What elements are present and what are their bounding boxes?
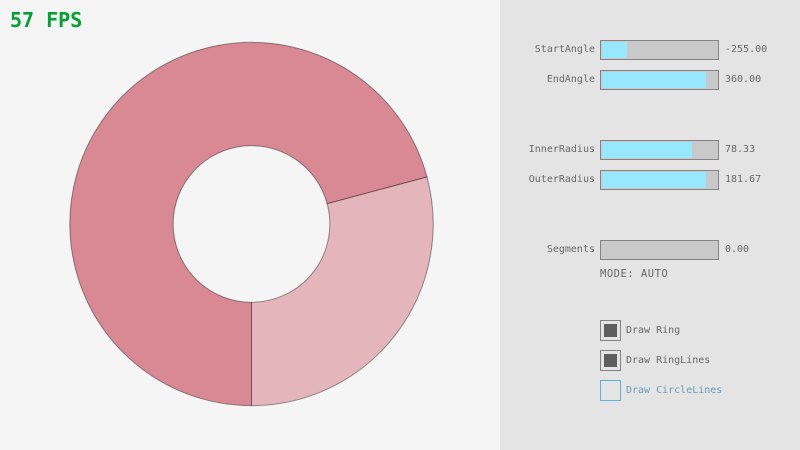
slider-value-endangle: 360.00 [725,74,762,85]
slider-startangle[interactable] [600,40,719,60]
fps-counter: 57 FPS [10,8,83,32]
slider-label-innerradius: InnerRadius [528,144,595,155]
ring-sector-single [251,176,434,407]
draw-circlelines-checkbox[interactable] [600,380,621,401]
slider-value-innerradius: 78.33 [725,144,756,155]
slider-label-endangle: EndAngle [546,74,595,85]
slider-value-segments: 0.00 [725,244,750,255]
draw-circlelines-label: Draw CircleLines [626,385,723,396]
slider-value-outerradius: 181.67 [725,174,762,185]
slider-value-startangle: -255.00 [725,44,768,55]
checkbox-row-draw-ring: Draw Ring [600,320,790,341]
slider-fill [602,142,693,158]
slider-label-segments: Segments [546,244,595,255]
checkbox-row-draw-ringlines: Draw RingLines [600,350,790,371]
checkmark-icon [604,324,617,337]
slider-label-outerradius: OuterRadius [528,174,595,185]
slider-fill [602,172,707,188]
draw-ring-label: Draw Ring [626,325,681,336]
slider-label-startangle: StartAngle [534,44,595,55]
checkbox-row-draw-circlelines: Draw CircleLines [600,380,790,401]
slider-outerradius[interactable] [600,170,719,190]
draw-ringlines-label: Draw RingLines [626,355,711,366]
ring-canvas [69,41,434,407]
slider-fill [602,72,706,88]
slider-innerradius[interactable] [600,140,719,160]
slider-segments[interactable] [600,240,719,260]
checkmark-icon [604,384,617,397]
checkmark-icon [604,354,617,367]
control-panel: StartAngle -255.00 EndAngle 360.00 Inner… [500,0,800,450]
segments-mode-text: MODE: AUTO [600,268,669,280]
draw-ringlines-checkbox[interactable] [600,350,621,371]
slider-endangle[interactable] [600,70,719,90]
slider-fill [602,42,627,58]
ring-sector-overlap [69,41,428,407]
draw-ring-checkbox[interactable] [600,320,621,341]
